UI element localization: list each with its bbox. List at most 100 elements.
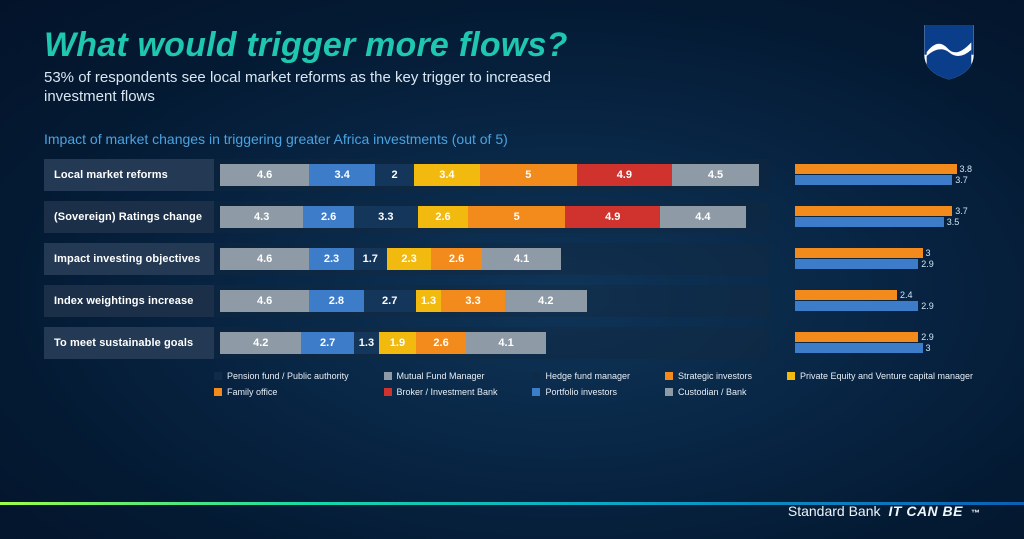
- average-bar: [795, 259, 918, 269]
- average-value: 3: [926, 248, 931, 258]
- average-value: 3: [926, 343, 931, 353]
- bar-segment: 4.5: [672, 164, 759, 186]
- bar-segment: 2.7: [301, 332, 353, 354]
- bar-segment: 5: [468, 206, 565, 228]
- average-bars: 3.83.7: [769, 159, 980, 191]
- average-value: 3.8: [960, 164, 973, 174]
- legend-item: Strategic investors: [665, 371, 753, 381]
- legend-swatch: [532, 388, 540, 396]
- legend-item: Custodian / Bank: [665, 387, 753, 397]
- legend-label: Custodian / Bank: [678, 387, 747, 397]
- legend-swatch: [665, 388, 673, 396]
- bar-segment: 3.4: [309, 164, 375, 186]
- chart-row: (Sovereign) Ratings change4.32.63.32.654…: [44, 201, 980, 233]
- bar-segment: 4.2: [220, 332, 301, 354]
- bar-segment: 2.6: [416, 332, 466, 354]
- average-bars: 2.4 2.9: [769, 285, 980, 317]
- average-value: 2.9: [921, 259, 934, 269]
- bar-segment: 5: [480, 164, 577, 186]
- bar-segment: 3.4: [414, 164, 480, 186]
- average-value: 3.7: [955, 175, 968, 185]
- average-value: 2.4: [900, 290, 913, 300]
- legend-swatch: [214, 388, 222, 396]
- bar-segment: 4.1: [466, 332, 546, 354]
- bar-segment: 4.6: [220, 164, 309, 186]
- row-label: (Sovereign) Ratings change: [44, 201, 214, 233]
- row-label: Local market reforms: [44, 159, 214, 191]
- legend-swatch: [384, 372, 392, 380]
- legend-item: Broker / Investment Bank: [384, 387, 499, 397]
- stacked-bar: 4.62.82.71.33.34.2: [214, 285, 769, 317]
- average-bar: [795, 164, 957, 174]
- bar-segment: 2.8: [309, 290, 363, 312]
- average-bar: [795, 290, 897, 300]
- average-value: 2.9: [921, 332, 934, 342]
- legend-label: Portfolio investors: [545, 387, 617, 397]
- bar-segment: 4.9: [565, 206, 660, 228]
- legend-label: Broker / Investment Bank: [397, 387, 498, 397]
- bar-segment: 2.7: [364, 290, 416, 312]
- legend-label: Mutual Fund Manager: [397, 371, 485, 381]
- bar-segment: 4.2: [505, 290, 586, 312]
- legend-item: Portfolio investors: [532, 387, 631, 397]
- chart-row: Local market reforms4.63.423.454.94.53.8…: [44, 159, 980, 191]
- bar-segment: 2.6: [431, 248, 481, 270]
- legend-label: Pension fund / Public authority: [227, 371, 349, 381]
- legend-label: Family office: [227, 387, 277, 397]
- footer-trademark-icon: ™: [971, 508, 980, 518]
- average-bar: [795, 217, 944, 227]
- legend-item: Family office: [214, 387, 350, 397]
- average-bar: [795, 301, 918, 311]
- brand-logo: [918, 20, 980, 82]
- average-bar-line: 2.4: [795, 290, 980, 300]
- average-bar-line: 2.9: [795, 301, 980, 311]
- row-label: Impact investing objectives: [44, 243, 214, 275]
- page-title: What would trigger more flows?: [44, 26, 980, 65]
- chart-row: Impact investing objectives4.62.31.72.32…: [44, 243, 980, 275]
- bar-segment: 1.9: [379, 332, 416, 354]
- bar-segment: 1.3: [416, 290, 441, 312]
- bar-segment: 4.6: [220, 248, 309, 270]
- stacked-bar: 4.63.423.454.94.5: [214, 159, 769, 191]
- footer-tagline: IT CAN BE: [889, 503, 964, 519]
- bar-segment: 2.6: [303, 206, 353, 228]
- average-bar-line: 3.8: [795, 164, 980, 174]
- average-bar-line: 3.7: [795, 206, 980, 216]
- footer-brand-name: Standard Bank: [788, 503, 881, 519]
- average-bar-line: 2.9: [795, 332, 980, 342]
- average-bar: [795, 332, 918, 342]
- footer-brand: Standard Bank IT CAN BE ™: [788, 503, 980, 519]
- row-label: Index weightings increase: [44, 285, 214, 317]
- stacked-bar: 4.22.71.31.92.64.1: [214, 327, 769, 359]
- bar-segment: 2.3: [309, 248, 354, 270]
- average-bars: 2.93: [769, 327, 980, 359]
- bar-segment: 4.4: [660, 206, 745, 228]
- bar-segment: 4.9: [577, 164, 672, 186]
- legend-item: Private Equity and Venture capital manag…: [787, 371, 974, 381]
- average-bar: [795, 175, 952, 185]
- average-value: 2.9: [921, 301, 934, 311]
- average-value: 3.5: [947, 217, 960, 227]
- bar-segment: 3.3: [441, 290, 505, 312]
- bar-segment: 1.3: [354, 332, 379, 354]
- bar-segment: 4.6: [220, 290, 309, 312]
- legend-swatch: [787, 372, 795, 380]
- bar-segment: 2.6: [418, 206, 468, 228]
- legend-swatch: [665, 372, 673, 380]
- average-bar-line: 3: [795, 248, 980, 258]
- average-bar-line: 3: [795, 343, 980, 353]
- bar-segment: 4.1: [482, 248, 562, 270]
- legend-swatch: [532, 372, 540, 380]
- bar-segment: 2.3: [387, 248, 432, 270]
- average-bar: [795, 343, 923, 353]
- legend-swatch: [214, 372, 222, 380]
- chart-row: To meet sustainable goals4.22.71.31.92.6…: [44, 327, 980, 359]
- average-bar-line: 3.5: [795, 217, 980, 227]
- bar-segment: 4.3: [220, 206, 303, 228]
- average-bar-line: 3.7: [795, 175, 980, 185]
- average-bar: [795, 248, 923, 258]
- legend-item: Hedge fund manager: [532, 371, 631, 381]
- legend-item: Pension fund / Public authority: [214, 371, 350, 381]
- bar-segment: 3.3: [354, 206, 418, 228]
- row-label: To meet sustainable goals: [44, 327, 214, 359]
